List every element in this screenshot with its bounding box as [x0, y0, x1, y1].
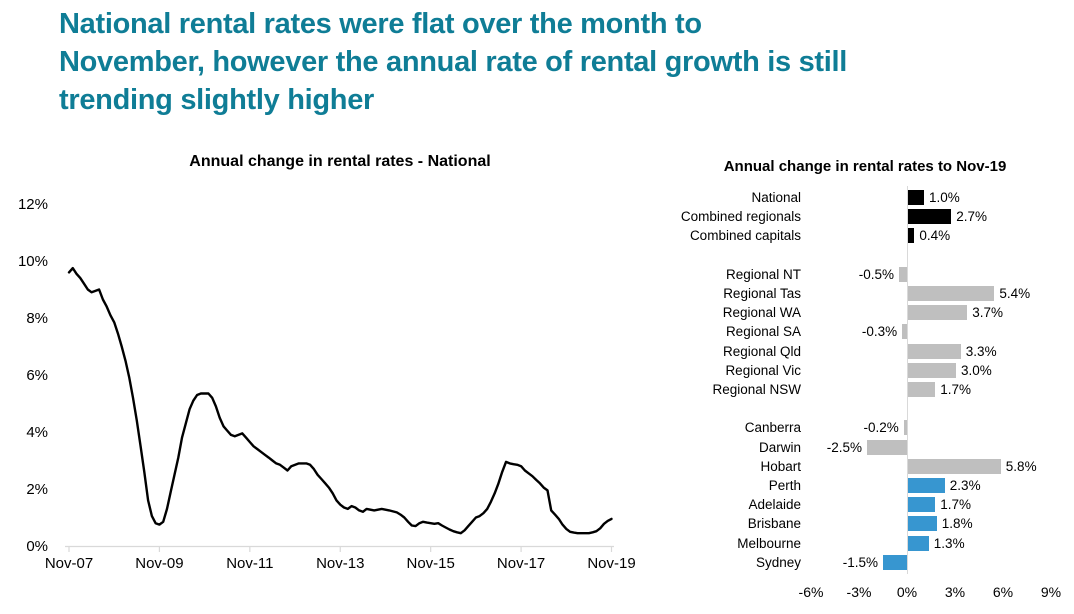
x-tick-label: Nov-09	[135, 555, 183, 572]
bar-regional-sa	[902, 324, 907, 340]
bar-category-label: Brisbane	[747, 516, 801, 532]
bar-regional-nt	[899, 266, 907, 282]
bar-value-label: 0.4%	[919, 228, 951, 244]
bar-value-label: 1.7%	[940, 497, 971, 513]
y-tick-label: 0%	[26, 538, 48, 555]
y-tick-label: 2%	[26, 481, 48, 498]
bar-category-label: Sydney	[755, 554, 801, 570]
y-tick-label: 12%	[18, 196, 48, 213]
bar-category-label: Regional NSW	[712, 382, 801, 397]
bar-value-label: 3.0%	[961, 362, 992, 378]
bar-darwin	[867, 439, 907, 455]
bar-value-label: 3.7%	[972, 305, 1003, 321]
bar-category-label: Melbourne	[737, 535, 801, 551]
bar-regional-qld	[908, 343, 961, 359]
bar-x-tick-label: 0%	[896, 584, 918, 600]
bar-category-label: Regional NT	[725, 266, 801, 282]
line-chart-title: Annual change in rental rates - National	[189, 153, 491, 170]
line-chart-plot: Nov-07 Nov-09 Nov-11 Nov-13 Nov-15 Nov-17 Nov-…	[18, 196, 636, 572]
x-tick-label: Nov-11	[226, 555, 273, 572]
bar-combined-capitals	[908, 228, 915, 244]
page-title-line-2: November, however the annual rate of ren…	[59, 46, 848, 78]
bar-value-label: -0.2%	[863, 420, 899, 436]
y-tick-label: 10%	[18, 253, 48, 270]
bar-value-label: 1.8%	[941, 516, 973, 532]
bar-value-label: 1.7%	[940, 382, 971, 397]
y-tick-label: 4%	[26, 424, 48, 441]
bar-zero-axis	[907, 186, 908, 574]
bar-value-label: 1.0%	[929, 190, 960, 205]
bar-value-label: -2.5%	[826, 439, 862, 455]
bar-category-label: National	[751, 190, 801, 205]
bar-combined-regionals	[908, 209, 952, 225]
bar-value-label: 1.3%	[933, 535, 965, 551]
x-tick-label: Nov-07	[45, 555, 93, 572]
bar-value-label: -0.5%	[858, 266, 894, 282]
bar-regional-wa	[908, 305, 968, 321]
bar-x-tick-label: -3%	[846, 584, 872, 600]
bar-brisbane	[908, 516, 937, 532]
bar-category-label: Regional Tas	[723, 286, 801, 301]
bar-category-label: Regional WA	[722, 305, 801, 321]
bar-category-label: Adelaide	[748, 497, 801, 513]
bar-x-tick-label: 3%	[944, 584, 966, 600]
bar-value-label: -1.5%	[842, 554, 878, 570]
bar-category-label: Combined capitals	[689, 228, 801, 244]
bar-x-tick-label: -6%	[798, 584, 824, 600]
bar-canberra	[903, 420, 907, 436]
bar-category-label: Regional SA	[725, 324, 801, 340]
x-tick-label: Nov-15	[406, 555, 454, 572]
bar-category-label: Darwin	[758, 439, 801, 455]
x-tick-label: Nov-19	[587, 555, 635, 572]
x-tick-label: Nov-13	[316, 555, 364, 572]
bar-chart-title: Annual change in rental rates to Nov-19	[723, 158, 1007, 175]
bar-regional-nsw	[908, 382, 936, 397]
bar-category-label: Combined regionals	[680, 209, 801, 225]
y-tick-label: 8%	[26, 310, 48, 327]
page-title: National rental rates were flat over the…	[59, 5, 1039, 119]
bar-national	[908, 190, 924, 205]
bar-x-tick-label: 6%	[992, 584, 1014, 600]
bar-adelaide	[908, 497, 936, 513]
x-tick-label: Nov-17	[497, 555, 545, 572]
bar-perth	[908, 478, 945, 493]
bar-chart-plot: National 1.0% Combined regionals 2.7% Combin…	[656, 150, 1074, 614]
bar-melbourne	[908, 535, 929, 551]
bar-category-label: Canberra	[744, 420, 801, 436]
bar-value-label: -0.3%	[861, 324, 898, 340]
bar-category-label: Regional Vic	[725, 362, 801, 378]
bar-value-label: 5.8%	[1005, 458, 1037, 474]
bar-category-label: Perth	[768, 478, 801, 493]
bar-value-label: 3.3%	[965, 343, 997, 359]
bar-category-label: Hobart	[760, 458, 801, 474]
bar-regional-tas	[908, 286, 995, 301]
bar-value-label: 2.3%	[949, 478, 981, 493]
bar-sydney	[883, 554, 907, 570]
bar-chart: Annual change in rental rates to Nov-19 …	[656, 150, 1074, 614]
bar-category-label: Regional Qld	[722, 343, 801, 359]
bar-regional-vic	[908, 362, 956, 378]
national-rental-line	[67, 266, 613, 535]
bar-value-label: 2.7%	[956, 209, 987, 225]
bar-x-tick-label: 9%	[1040, 584, 1062, 600]
bar-hobart	[908, 458, 1001, 474]
y-tick-label: 6%	[26, 367, 48, 384]
page-title-line-1: National rental rates were flat over the…	[59, 8, 702, 40]
bar-value-label: 5.4%	[999, 286, 1031, 301]
page-title-line-3: trending slightly higher	[59, 84, 375, 116]
